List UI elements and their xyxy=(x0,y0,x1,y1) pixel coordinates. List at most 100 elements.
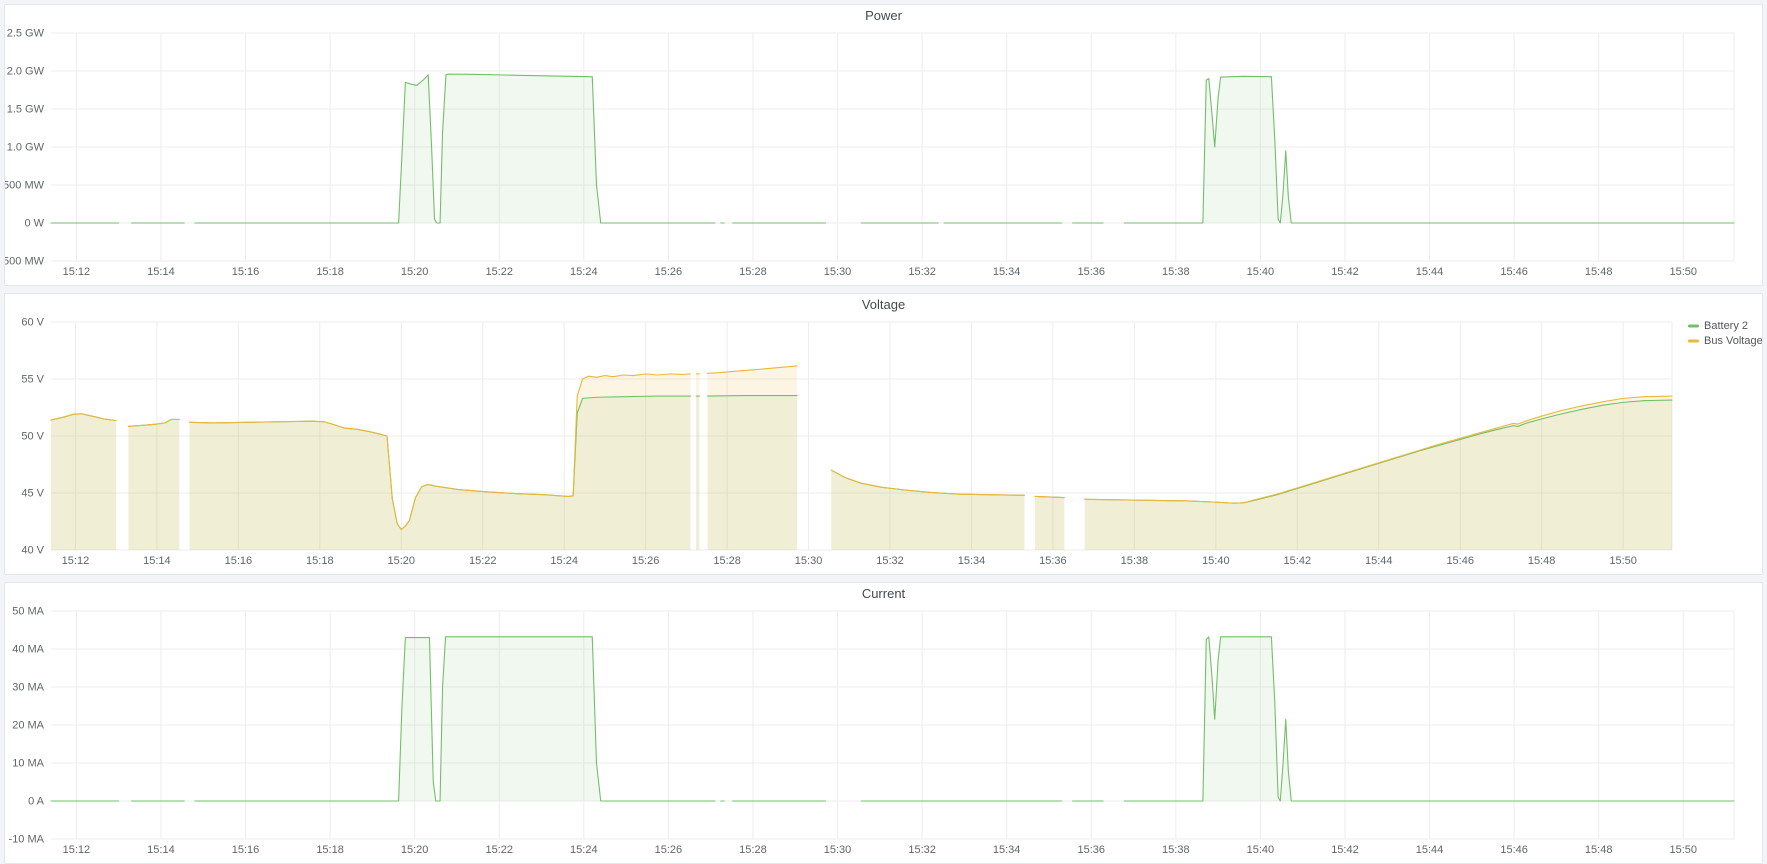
svg-text:15:38: 15:38 xyxy=(1162,266,1190,278)
svg-text:-10 MA: -10 MA xyxy=(9,834,45,846)
svg-text:15:38: 15:38 xyxy=(1162,844,1190,856)
legend-item[interactable]: Battery 2 xyxy=(1688,320,1748,332)
svg-text:15:30: 15:30 xyxy=(824,844,852,856)
svg-text:15:18: 15:18 xyxy=(316,266,344,278)
power-panel: Power 2.5 GW 2.0 GW 1.5 GW 1.0 GW 500 MW 0 W -… xyxy=(4,4,1763,286)
svg-text:15:36: 15:36 xyxy=(1039,555,1067,567)
svg-text:15:34: 15:34 xyxy=(993,844,1021,856)
series-fill xyxy=(51,413,117,550)
svg-text:15:46: 15:46 xyxy=(1500,844,1528,856)
svg-text:15:48: 15:48 xyxy=(1585,266,1613,278)
grid xyxy=(51,321,1673,551)
svg-text:15:36: 15:36 xyxy=(1077,266,1105,278)
y-axis-labels: 60 V 55 V 50 V 45 V 40 V xyxy=(21,318,44,557)
svg-text:15:32: 15:32 xyxy=(876,555,904,567)
svg-text:15:18: 15:18 xyxy=(306,555,334,567)
legend-swatch xyxy=(1688,339,1699,343)
svg-text:20 MA: 20 MA xyxy=(12,720,44,732)
svg-text:15:46: 15:46 xyxy=(1446,555,1474,567)
svg-text:15:20: 15:20 xyxy=(401,266,429,278)
series-line xyxy=(1123,75,1735,224)
legend-label: Battery 2 xyxy=(1704,320,1748,332)
svg-text:15:24: 15:24 xyxy=(570,844,598,856)
svg-text:15:24: 15:24 xyxy=(570,266,598,278)
series-fill xyxy=(189,396,691,550)
svg-text:15:32: 15:32 xyxy=(908,266,936,278)
svg-text:15:22: 15:22 xyxy=(485,844,513,856)
svg-text:55 V: 55 V xyxy=(21,374,44,386)
svg-text:15:40: 15:40 xyxy=(1202,555,1230,567)
dashboard: Power 2.5 GW 2.0 GW 1.5 GW 1.0 GW 500 MW 0 W -… xyxy=(4,4,1763,864)
power-panel-title[interactable]: Power xyxy=(865,8,902,23)
series-fill xyxy=(696,396,700,550)
svg-text:15:48: 15:48 xyxy=(1585,844,1613,856)
svg-text:50 V: 50 V xyxy=(21,431,44,443)
svg-text:15:28: 15:28 xyxy=(739,266,767,278)
svg-text:15:30: 15:30 xyxy=(824,266,852,278)
legend-label: Bus Voltage xyxy=(1704,335,1762,347)
svg-text:15:16: 15:16 xyxy=(232,266,260,278)
svg-text:15:32: 15:32 xyxy=(908,844,936,856)
svg-text:-500 MW: -500 MW xyxy=(5,256,45,268)
svg-text:2.5 GW: 2.5 GW xyxy=(7,29,45,40)
svg-text:15:50: 15:50 xyxy=(1669,844,1697,856)
svg-text:15:14: 15:14 xyxy=(147,844,175,856)
svg-text:15:26: 15:26 xyxy=(655,844,683,856)
svg-text:15:36: 15:36 xyxy=(1077,844,1105,856)
svg-text:45 V: 45 V xyxy=(21,488,44,500)
series-fill xyxy=(707,395,798,550)
legend-item[interactable]: Bus Voltage xyxy=(1688,335,1762,347)
y-axis-labels: 2.5 GW 2.0 GW 1.5 GW 1.0 GW 500 MW 0 W -500 MW xyxy=(5,29,45,268)
voltage-chart[interactable]: 60 V 55 V 50 V 45 V 40 V 15:12 15:14 15:16 15:18… xyxy=(5,318,1762,574)
svg-text:15:12: 15:12 xyxy=(63,844,91,856)
x-axis-labels: 15:12 15:14 15:16 15:18 15:20 15:22 15:24 15:26… xyxy=(63,266,1697,278)
svg-text:40 V: 40 V xyxy=(21,545,44,557)
series-fill xyxy=(1084,396,1672,550)
svg-text:60 V: 60 V xyxy=(21,318,44,329)
svg-text:15:14: 15:14 xyxy=(147,266,175,278)
svg-text:15:24: 15:24 xyxy=(550,555,578,567)
svg-text:15:20: 15:20 xyxy=(401,844,429,856)
svg-text:2.0 GW: 2.0 GW xyxy=(7,66,45,78)
svg-text:15:50: 15:50 xyxy=(1609,555,1637,567)
svg-text:15:42: 15:42 xyxy=(1331,266,1359,278)
voltage-panel-title[interactable]: Voltage xyxy=(861,297,906,312)
y-axis-labels: 50 MA 40 MA 30 MA 20 MA 10 MA 0 A -10 MA xyxy=(9,607,45,846)
series-line xyxy=(1034,495,1065,499)
svg-text:15:20: 15:20 xyxy=(388,555,416,567)
series-line xyxy=(707,394,798,397)
legend-swatch xyxy=(1688,324,1699,328)
svg-text:15:26: 15:26 xyxy=(655,266,683,278)
svg-text:15:26: 15:26 xyxy=(632,555,660,567)
power-chart[interactable]: 2.5 GW 2.0 GW 1.5 GW 1.0 GW 500 MW 0 W -500 MW… xyxy=(5,29,1762,285)
series-fill xyxy=(128,419,180,550)
svg-text:15:50: 15:50 xyxy=(1669,266,1697,278)
svg-text:15:40: 15:40 xyxy=(1247,844,1275,856)
series-fill xyxy=(831,470,1025,550)
x-axis-labels: 15:12 15:14 15:16 15:18 15:20 15:22 15:24 15:26… xyxy=(62,555,1637,567)
svg-text:15:40: 15:40 xyxy=(1247,266,1275,278)
series-fill xyxy=(1035,496,1065,550)
svg-text:15:44: 15:44 xyxy=(1365,555,1393,567)
series-fill xyxy=(831,470,1025,550)
series-fill xyxy=(189,373,691,550)
series-fill xyxy=(707,365,798,550)
grid xyxy=(51,610,1735,840)
series-fill xyxy=(51,413,117,550)
svg-text:15:14: 15:14 xyxy=(143,555,171,567)
current-panel: Current 50 MA 40 MA 30 MA 20 MA 10 MA 0 A -10 … xyxy=(4,582,1763,864)
series-line xyxy=(188,373,691,531)
series-fill xyxy=(128,419,180,550)
grid xyxy=(51,32,1735,262)
series-fill xyxy=(696,373,700,550)
series-line xyxy=(1084,395,1673,504)
svg-text:1.5 GW: 1.5 GW xyxy=(7,104,45,116)
svg-text:50 MA: 50 MA xyxy=(12,607,44,618)
series-line xyxy=(194,73,716,224)
series-line xyxy=(194,636,716,802)
series-fill xyxy=(194,74,715,223)
current-panel-title[interactable]: Current xyxy=(861,586,906,601)
svg-text:15:48: 15:48 xyxy=(1528,555,1556,567)
x-axis-labels: 15:12 15:14 15:16 15:18 15:20 15:22 15:24 15:26… xyxy=(63,844,1697,856)
